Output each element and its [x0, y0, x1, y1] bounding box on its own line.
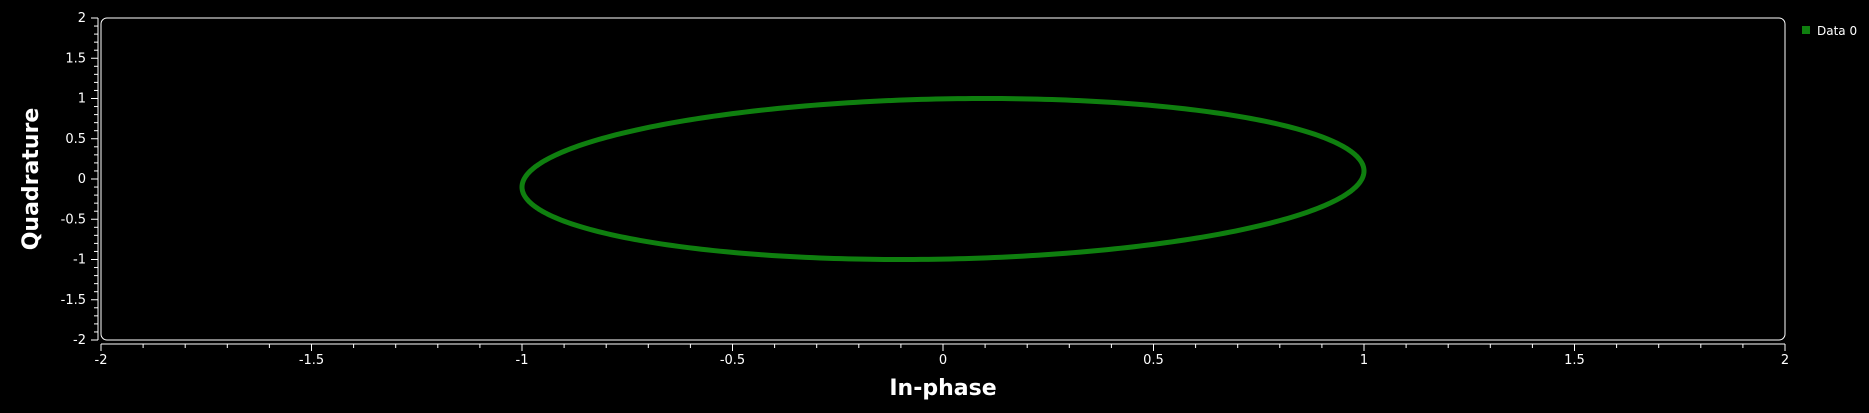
x-tick-label: -0.5: [720, 353, 745, 368]
x-tick-label: 2: [1781, 353, 1789, 368]
x-tick-label: -1: [516, 353, 529, 368]
y-tick-label: -0.5: [61, 212, 86, 227]
y-tick-label: 2: [78, 11, 86, 26]
series-curve-data-0: [519, 96, 1367, 262]
x-tick-label: 0: [939, 353, 947, 368]
y-tick-label: -1.5: [61, 293, 86, 308]
legend-swatch: [1802, 26, 1810, 34]
data-curves: [519, 96, 1367, 262]
y-axis-title: Quadrature: [19, 108, 44, 251]
y-tick-label: 0.5: [65, 132, 86, 147]
x-tick-label: 0.5: [1143, 353, 1164, 368]
x-tick-label: 1: [1360, 353, 1368, 368]
legend-label: Data 0: [1817, 24, 1857, 38]
x-tick-label: 1.5: [1564, 353, 1585, 368]
y-tick-label: 1.5: [65, 51, 86, 66]
x-axis: -2 -1.5 -1 -0.5 0 0.5 1 1.5 2: [95, 343, 1789, 368]
legend[interactable]: Data 0: [1802, 24, 1857, 38]
x-tick-label: -2: [95, 353, 108, 368]
x-axis-title: In-phase: [889, 376, 996, 401]
y-tick-label: -1: [73, 253, 86, 268]
y-tick-label: 1: [78, 92, 86, 107]
y-axis: 2 1.5 1 0.5 0 -0.5 -1 -1.5 -2: [61, 11, 99, 348]
x-tick-label: -1.5: [299, 353, 324, 368]
y-tick-label: -2: [73, 333, 86, 348]
plot-border: [100, 17, 1786, 341]
plot-frame: [100, 17, 1786, 341]
y-tick-label: 0: [78, 172, 86, 187]
